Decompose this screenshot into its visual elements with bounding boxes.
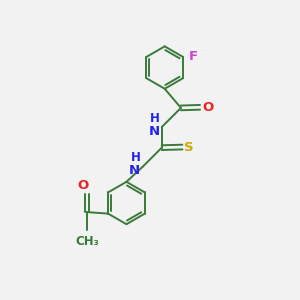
- Text: O: O: [202, 101, 213, 114]
- Text: F: F: [188, 50, 197, 63]
- Text: N: N: [129, 164, 140, 177]
- Text: N: N: [148, 125, 159, 138]
- Text: CH₃: CH₃: [75, 235, 99, 248]
- Text: O: O: [78, 179, 89, 192]
- Text: S: S: [184, 141, 194, 154]
- Text: H: H: [149, 112, 159, 125]
- Text: H: H: [130, 152, 140, 164]
